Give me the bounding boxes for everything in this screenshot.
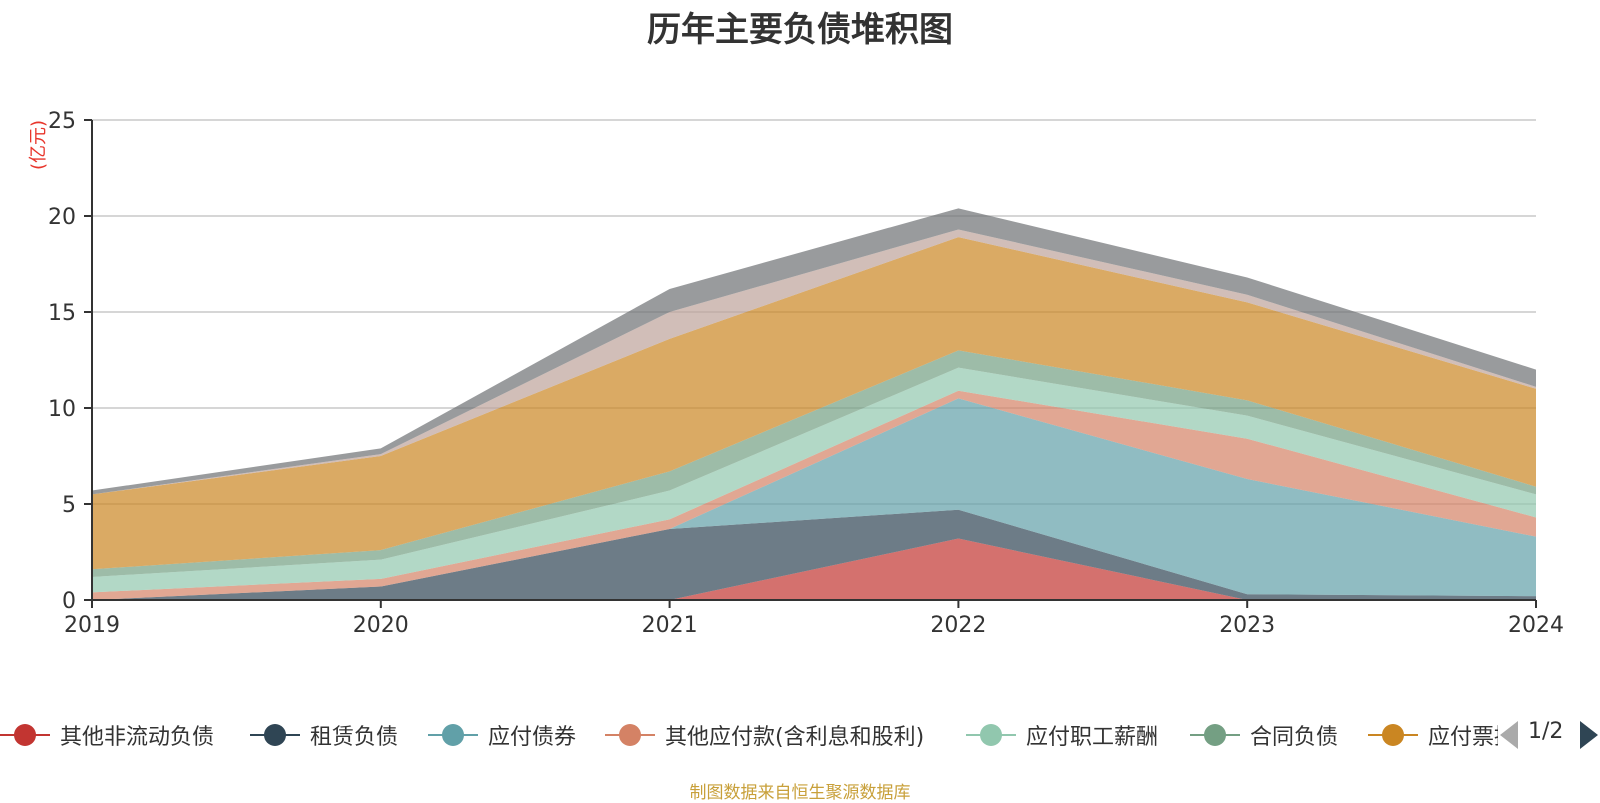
legend: 其他非流动负债 租赁负债 应付债券 其他应付款(含利息和股利) 应付职工薪酬 合同负债 应付… [0,715,1600,755]
legend-pager: 1/2 [1498,715,1600,755]
legend-item-3[interactable]: 其他应付款(含利息和股利) [605,715,924,755]
y-tick-label-5: 25 [48,109,76,134]
area-series-1 [92,509,1536,600]
area-series-8 [92,208,1536,495]
legend-marker-icon [428,721,478,749]
area-series-4 [92,367,1536,593]
y-tick-label-1: 5 [62,493,76,518]
y-tick-label-2: 10 [48,397,76,422]
legend-next-page-icon[interactable] [1580,721,1598,749]
area-series-3 [92,390,1536,600]
legend-label: 租赁负债 [310,725,399,750]
x-tick-label-1: 2020 [353,613,409,638]
legend-marker-icon [250,721,300,749]
legend-prev-page-icon[interactable] [1500,721,1518,749]
x-tick-label-4: 2023 [1219,613,1275,638]
legend-marker-icon [1190,721,1240,749]
x-tick-label-0: 2019 [64,613,120,638]
x-tick-label-5: 2024 [1508,613,1564,638]
legend-page-indicator: 1/2 [1528,719,1564,744]
y-tick-label-4: 20 [48,205,76,230]
legend-item-1[interactable]: 租赁负债 [250,715,398,755]
legend-label: 其他非流动负债 [60,725,215,750]
legend-label: 合同负债 [1250,725,1339,750]
legend-item-4[interactable]: 应付职工薪酬 [966,715,1158,755]
y-tick-label-3: 15 [48,301,76,326]
legend-item-0[interactable]: 其他非流动负债 [0,715,214,755]
y-tick-label-0: 0 [62,589,76,614]
area-series-0 [92,538,1536,600]
legend-marker-icon [966,721,1016,749]
stacked-area-chart: 0 5 10 15 20 25 2019 2020 2021 2022 2023 2024 [48,109,1564,638]
legend-items: 其他非流动负债 租赁负债 应付债券 其他应付款(含利息和股利) 应付职工薪酬 合同负债 应付… [0,715,1498,755]
legend-item-5[interactable]: 合同负债 [1190,715,1338,755]
chart-title: 历年主要负债堆积图 [647,10,953,50]
legend-label: 应付债券 [488,725,577,750]
area-series-6 [92,237,1536,570]
source-note: 制图数据来自恒生聚源数据库 [689,783,911,803]
area-series-7 [92,229,1536,495]
area-series-2 [92,398,1536,600]
legend-marker-icon [605,721,655,749]
legend-item-2[interactable]: 应付债券 [428,715,576,755]
x-tick-label-2: 2021 [642,613,698,638]
legend-label: 应付职工薪酬 [1026,725,1159,750]
legend-marker-icon [1368,721,1418,749]
legend-marker-icon [0,721,50,749]
legend-label: 其他应付款(含利息和股利) [665,725,925,750]
legend-label: 应付票据 [1428,725,1498,750]
legend-item-6[interactable]: 应付票据 [1368,715,1498,755]
x-tick-label-3: 2022 [930,613,986,638]
